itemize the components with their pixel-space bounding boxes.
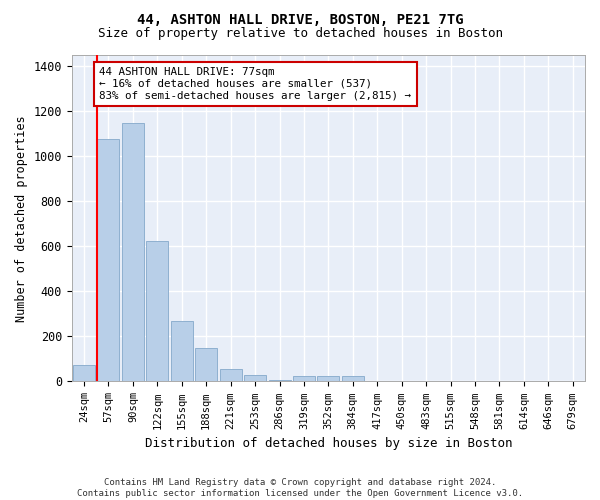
Bar	[293, 376, 315, 382]
Bar	[317, 376, 340, 382]
Text: 44, ASHTON HALL DRIVE, BOSTON, PE21 7TG: 44, ASHTON HALL DRIVE, BOSTON, PE21 7TG	[137, 12, 463, 26]
Bar	[73, 364, 95, 382]
X-axis label: Distribution of detached houses by size in Boston: Distribution of detached houses by size …	[145, 437, 512, 450]
Bar	[342, 376, 364, 382]
Bar	[244, 374, 266, 382]
Bar	[122, 122, 144, 382]
Text: Size of property relative to detached houses in Boston: Size of property relative to detached ho…	[97, 28, 503, 40]
Y-axis label: Number of detached properties: Number of detached properties	[15, 115, 28, 322]
Bar	[220, 369, 242, 382]
Text: 44 ASHTON HALL DRIVE: 77sqm
← 16% of detached houses are smaller (537)
83% of se: 44 ASHTON HALL DRIVE: 77sqm ← 16% of det…	[100, 68, 412, 100]
Text: Contains HM Land Registry data © Crown copyright and database right 2024.
Contai: Contains HM Land Registry data © Crown c…	[77, 478, 523, 498]
Bar	[269, 380, 290, 382]
Bar	[195, 348, 217, 382]
Bar	[146, 240, 169, 382]
Bar	[171, 320, 193, 382]
Bar	[97, 140, 119, 382]
